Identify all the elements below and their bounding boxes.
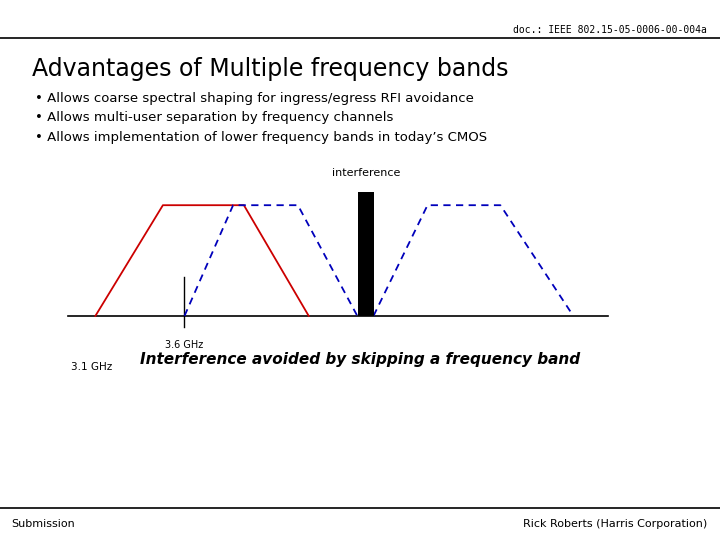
Text: Advantages of Multiple frequency bands: Advantages of Multiple frequency bands (32, 57, 509, 80)
Text: Rick Roberts (Harris Corporation): Rick Roberts (Harris Corporation) (523, 519, 707, 530)
Text: • Allows implementation of lower frequency bands in today’s CMOS: • Allows implementation of lower frequen… (35, 131, 487, 144)
Text: Submission: Submission (11, 519, 75, 530)
Text: doc.: IEEE 802.15-05-0006-00-004a: doc.: IEEE 802.15-05-0006-00-004a (513, 25, 707, 35)
Text: Interference avoided by skipping a frequency band: Interference avoided by skipping a frequ… (140, 352, 580, 367)
Text: 3.1 GHz: 3.1 GHz (71, 362, 112, 373)
Bar (359, 192, 374, 316)
Text: interference: interference (332, 167, 400, 178)
Text: 3.6 GHz: 3.6 GHz (166, 340, 204, 350)
Text: • Allows coarse spectral shaping for ingress/egress RFI avoidance: • Allows coarse spectral shaping for ing… (35, 92, 474, 105)
Text: • Allows multi-user separation by frequency channels: • Allows multi-user separation by freque… (35, 111, 393, 124)
